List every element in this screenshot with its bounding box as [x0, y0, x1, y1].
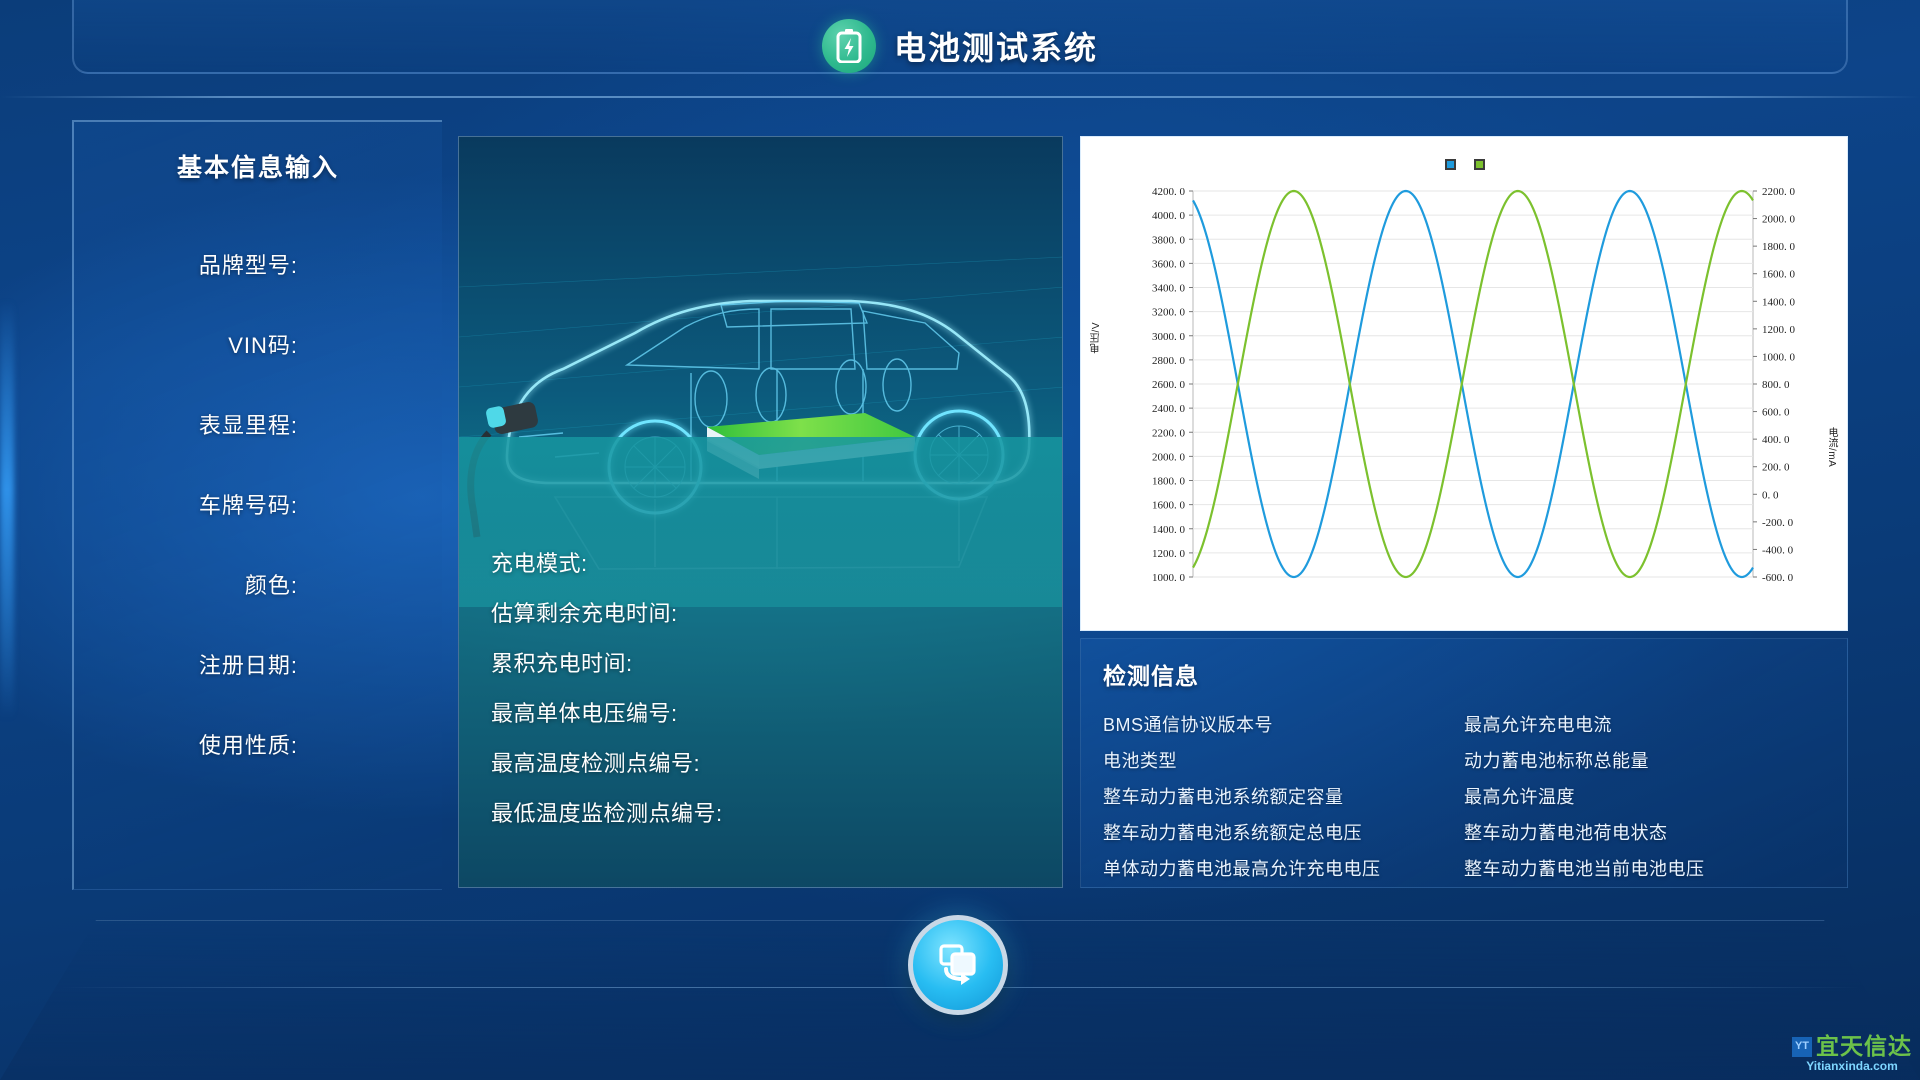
- legend-swatch-current[interactable]: [1474, 159, 1485, 170]
- label-charge-mode: 充电模式:: [491, 551, 588, 576]
- page-title: 电池测试系统: [893, 30, 1098, 66]
- svg-text:-200. 0: -200. 0: [1762, 517, 1794, 529]
- chart-y2-axis-title: 电流/mA: [1826, 427, 1837, 468]
- charge-row-min-temp-point-no: 最低温度监检测点编号:: [491, 787, 1051, 837]
- info-item-soc-state[interactable]: 整车动力蓄电池荷电状态: [1464, 823, 1668, 843]
- watermark-cn-text: 宜天信达: [1816, 1033, 1912, 1059]
- chart-plot-area: 1000. 0 1200. 0 1400. 0 1600. 0 1800. 0 2000.…: [1152, 186, 1796, 584]
- svg-text:200. 0: 200. 0: [1762, 462, 1790, 474]
- basic-info-title: 基本信息输入: [176, 154, 339, 182]
- label-vin: VIN码:: [228, 333, 298, 358]
- detection-info-panel: 检测信息 BMS通信协议版本号 电池类型 整车动力蓄电池系统额定容量 整车动力蓄…: [1080, 638, 1848, 888]
- form-row-vin: VIN码:: [74, 304, 442, 384]
- svg-text:2200. 0: 2200. 0: [1762, 186, 1796, 198]
- form-row-usage-type: 使用性质:: [74, 704, 442, 784]
- label-min-temp-point-no: 最低温度监检测点编号:: [491, 801, 723, 826]
- info-item-current-battery-voltage[interactable]: 整车动力蓄电池当前电池电压: [1464, 859, 1705, 879]
- panel-gradient-overlay: [459, 437, 1062, 887]
- left-edge-glow: [0, 300, 14, 720]
- header-divider: [0, 96, 1920, 98]
- detection-info-column-left: BMS通信协议版本号 电池类型 整车动力蓄电池系统额定容量 整车动力蓄电池系统额…: [1103, 707, 1464, 887]
- label-brand-model: 品牌型号:: [198, 253, 298, 278]
- svg-text:1000. 0: 1000. 0: [1152, 572, 1186, 584]
- watermark-en-text: Yitianxinda.com: [1806, 1059, 1898, 1073]
- svg-text:4000. 0: 4000. 0: [1152, 210, 1186, 222]
- charge-row-accumulated-time: 累积充电时间:: [491, 637, 1051, 687]
- svg-text:3000. 0: 3000. 0: [1152, 331, 1186, 343]
- chart-y-axis-title: 电压/V: [1091, 322, 1102, 354]
- svg-text:600. 0: 600. 0: [1762, 407, 1790, 419]
- svg-text:2600. 0: 2600. 0: [1152, 379, 1186, 391]
- label-usage-type: 使用性质:: [198, 733, 298, 758]
- svg-text:3600. 0: 3600. 0: [1152, 258, 1186, 270]
- svg-text:1800. 0: 1800. 0: [1152, 476, 1186, 488]
- svg-text:3200. 0: 3200. 0: [1152, 307, 1186, 319]
- watermark: YT 宜天信达 Yitianxinda.com: [1792, 1035, 1912, 1072]
- label-accumulated-time: 累积充电时间:: [491, 651, 633, 676]
- svg-text:3800. 0: 3800. 0: [1152, 234, 1186, 246]
- svg-text:400. 0: 400. 0: [1762, 434, 1790, 446]
- svg-text:2000. 0: 2000. 0: [1152, 451, 1186, 463]
- detection-info-column-right: 最高允许充电电流 动力蓄电池标称总能量 最高允许温度 整车动力蓄电池荷电状态 整…: [1464, 707, 1825, 887]
- svg-text:-600. 0: -600. 0: [1762, 572, 1794, 584]
- svg-text:1600. 0: 1600. 0: [1152, 500, 1186, 512]
- charge-row-max-temp-point-no: 最高温度检测点编号:: [491, 737, 1051, 787]
- svg-text:3400. 0: 3400. 0: [1152, 283, 1186, 295]
- svg-text:2000. 0: 2000. 0: [1762, 214, 1796, 226]
- chart-legend: [1081, 159, 1849, 170]
- info-item-battery-type[interactable]: 电池类型: [1103, 751, 1177, 771]
- switch-window-button[interactable]: [908, 915, 1008, 1015]
- charging-info-list: 充电模式: 估算剩余充电时间: 累积充电时间: 最高单体电压编号: 最高温度检测…: [491, 537, 1051, 837]
- svg-text:800. 0: 800. 0: [1762, 379, 1790, 391]
- label-color: 颜色:: [244, 573, 298, 598]
- svg-text:2200. 0: 2200. 0: [1152, 427, 1186, 439]
- waveform-chart-panel[interactable]: 1000. 0 1200. 0 1400. 0 1600. 0 1800. 0 2000.…: [1080, 136, 1848, 631]
- info-item-max-allowed-temperature[interactable]: 最高允许温度: [1464, 787, 1575, 807]
- battery-icon: [821, 19, 876, 73]
- svg-text:1200. 0: 1200. 0: [1152, 548, 1186, 560]
- vehicle-visual-panel: 充电模式: 估算剩余充电时间: 累积充电时间: 最高单体电压编号: 最高温度检测…: [458, 136, 1063, 888]
- info-item-max-charge-current[interactable]: 最高允许充电电流: [1464, 715, 1612, 735]
- label-mileage: 表显里程:: [198, 413, 298, 438]
- charge-row-mode: 充电模式:: [491, 537, 1051, 587]
- svg-text:2400. 0: 2400. 0: [1152, 403, 1186, 415]
- svg-text:1200. 0: 1200. 0: [1762, 324, 1796, 336]
- legend-swatch-voltage[interactable]: [1445, 159, 1456, 170]
- label-register-date: 注册日期:: [198, 653, 298, 678]
- basic-info-panel: 基本信息输入 品牌型号: VIN码: 表显里程: 车牌号码: 颜色: 注册日期:…: [72, 120, 442, 890]
- form-row-color: 颜色:: [74, 544, 442, 624]
- info-item-rated-total-voltage[interactable]: 整车动力蓄电池系统额定总电压: [1103, 823, 1362, 843]
- watermark-badge: YT: [1792, 1036, 1812, 1057]
- svg-text:1400. 0: 1400. 0: [1762, 296, 1796, 308]
- form-row-register-date: 注册日期:: [74, 624, 442, 704]
- svg-text:1600. 0: 1600. 0: [1762, 269, 1796, 281]
- app-header: 电池测试系统: [0, 0, 1920, 92]
- svg-text:1400. 0: 1400. 0: [1152, 524, 1186, 536]
- watermark-row: YT 宜天信达: [1792, 1035, 1912, 1058]
- info-item-bms-protocol-version[interactable]: BMS通信协议版本号: [1103, 715, 1274, 735]
- svg-text:1000. 0: 1000. 0: [1762, 351, 1796, 363]
- info-item-rated-capacity[interactable]: 整车动力蓄电池系统额定容量: [1103, 787, 1344, 807]
- detection-info-grid: BMS通信协议版本号 电池类型 整车动力蓄电池系统额定容量 整车动力蓄电池系统额…: [1103, 707, 1825, 887]
- form-row-plate-number: 车牌号码:: [74, 464, 442, 544]
- form-row-brand-model: 品牌型号:: [74, 224, 442, 304]
- label-remaining-time: 估算剩余充电时间:: [491, 601, 678, 626]
- svg-text:4200. 0: 4200. 0: [1152, 186, 1186, 198]
- label-max-cell-voltage-no: 最高单体电压编号:: [491, 701, 678, 726]
- label-max-temp-point-no: 最高温度检测点编号:: [491, 751, 701, 776]
- label-plate-number: 车牌号码:: [198, 493, 298, 518]
- svg-text:1800. 0: 1800. 0: [1762, 241, 1796, 253]
- detection-info-title: 检测信息: [1103, 663, 1199, 689]
- svg-text:-400. 0: -400. 0: [1762, 544, 1794, 556]
- svg-text:2800. 0: 2800. 0: [1152, 355, 1186, 367]
- charge-row-max-cell-voltage-no: 最高单体电压编号:: [491, 687, 1051, 737]
- info-item-nominal-total-energy[interactable]: 动力蓄电池标称总能量: [1464, 751, 1649, 771]
- info-item-cell-max-charge-voltage[interactable]: 单体动力蓄电池最高允许充电电压: [1103, 859, 1381, 879]
- svg-text:0. 0: 0. 0: [1762, 489, 1779, 501]
- charge-row-remaining-time: 估算剩余充电时间:: [491, 587, 1051, 637]
- switch-window-icon: [934, 939, 982, 992]
- form-row-mileage: 表显里程:: [74, 384, 442, 464]
